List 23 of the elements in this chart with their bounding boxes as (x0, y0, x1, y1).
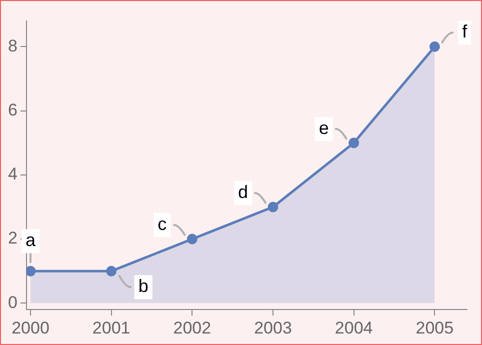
x-tick-label: 2005 (416, 318, 454, 338)
point (429, 41, 440, 52)
y-tick-label: 6 (8, 100, 18, 120)
annotation: c (158, 214, 167, 234)
point (106, 266, 117, 276)
x-tick-label: 2001 (92, 318, 130, 338)
x-tick-label: 2004 (334, 318, 373, 338)
annotation: f (462, 22, 468, 42)
point (348, 138, 360, 148)
annotation: b (138, 276, 148, 296)
x-tick-label: 2002 (173, 318, 212, 338)
point (186, 234, 198, 244)
y-tick-label: 0 (8, 292, 18, 312)
x-tick-label: 2000 (12, 318, 50, 338)
y-tick-label: 4 (8, 164, 18, 184)
point (26, 266, 36, 276)
annotation: a (25, 230, 36, 250)
y-tick-label: 8 (8, 36, 18, 56)
point (268, 202, 278, 212)
x-tick-label: 2003 (254, 318, 292, 338)
annotation: d (238, 182, 248, 202)
annotation: e (318, 118, 329, 138)
y-tick-label: 2 (8, 228, 18, 248)
